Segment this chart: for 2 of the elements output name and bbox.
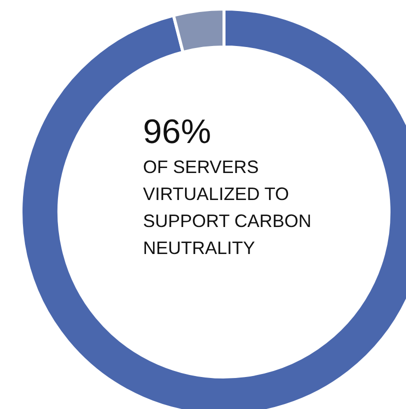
data-label: 96% <box>143 112 212 152</box>
text: OF SERVERS VIRTUALIZED TO SUPPORT CARBON NEUTRALITY <box>143 156 312 260</box>
